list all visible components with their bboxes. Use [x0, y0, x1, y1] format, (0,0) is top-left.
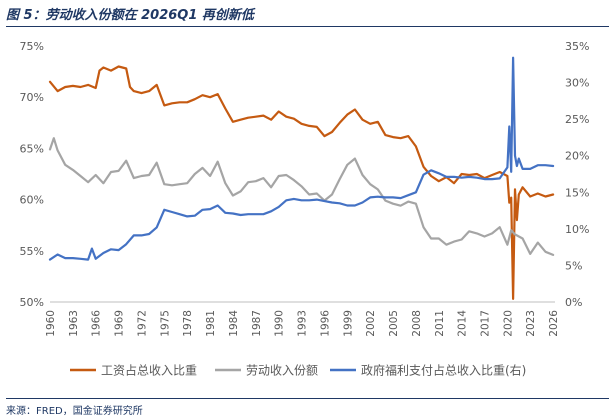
y-left-tick-label: 60%	[20, 194, 44, 207]
x-tick-label: 1978	[182, 310, 194, 337]
y-right-tick-label: 15%	[565, 186, 589, 199]
legend-label: 劳动收入份额	[246, 364, 318, 378]
legend-label: 工资占总收入比重	[101, 363, 197, 378]
figure-title: 图 5：劳动收入份额在 2026Q1 再创新低	[6, 8, 254, 23]
legend-label: 政府福利支付占总收入比重(右)	[361, 363, 526, 378]
x-tick-label: 2008	[411, 310, 423, 337]
x-tick-label: 1969	[114, 310, 126, 337]
y-left-tick-label: 50%	[20, 296, 44, 309]
source-note: 来源：FRED，国金证券研究所	[6, 406, 143, 417]
y-left-tick-label: 65%	[20, 142, 44, 155]
x-tick-label: 1996	[319, 310, 331, 337]
y-right-tick-label: 10%	[565, 223, 589, 236]
y-right-tick-label: 35%	[565, 40, 589, 53]
x-tick-label: 1981	[205, 310, 217, 337]
title-divider	[6, 26, 609, 27]
y-right-tick-label: 20%	[565, 150, 589, 163]
x-tick-label: 1999	[342, 310, 354, 337]
x-tick-label: 2011	[434, 310, 446, 337]
x-tick-label: 2023	[525, 310, 537, 337]
x-tick-label: 2017	[479, 310, 491, 337]
x-tick-label: 1966	[91, 310, 103, 337]
series-layer	[48, 56, 555, 300]
x-tick-label: 1984	[228, 310, 240, 337]
x-tick-label: 2005	[388, 310, 400, 337]
line-chart: 1960 1963 1966 1969 1972 1975 1978 1981 1984 1987…	[20, 40, 590, 378]
y-right-tick-label: 30%	[565, 77, 589, 90]
y-right-tick-label: 25%	[565, 113, 589, 126]
y-left-tick-label: 55%	[20, 245, 44, 258]
x-tick-label: 1960	[45, 310, 57, 337]
x-tick-label: 1993	[297, 310, 309, 337]
y-left-tick-label: 70%	[20, 91, 44, 104]
y-right-tick-label: 5%	[565, 259, 582, 272]
x-tick-label: 1990	[274, 310, 286, 337]
legend: 工资占总收入比重 劳动收入份额 政府福利支付占总收入比重(右)	[70, 363, 526, 378]
footer-divider	[6, 398, 609, 399]
x-tick-label: 1987	[251, 310, 263, 337]
axes-layer: 1960 1963 1966 1969 1972 1975 1978 1981 1984 1987…	[20, 40, 590, 337]
x-tick-label: 1963	[68, 310, 80, 337]
y-right-tick-label: 0%	[565, 296, 582, 309]
x-tick-label: 2014	[457, 310, 469, 337]
x-tick-label: 2026	[548, 310, 560, 337]
labor-income-share-line	[48, 137, 555, 256]
wage-share-line	[48, 65, 555, 300]
gov-benefits-share-line	[48, 56, 555, 261]
x-tick-label: 1975	[159, 310, 171, 337]
x-tick-label: 2020	[502, 310, 514, 337]
y-left-tick-label: 75%	[20, 40, 44, 53]
x-tick-label: 1972	[136, 310, 148, 337]
x-tick-label: 2002	[365, 310, 377, 337]
